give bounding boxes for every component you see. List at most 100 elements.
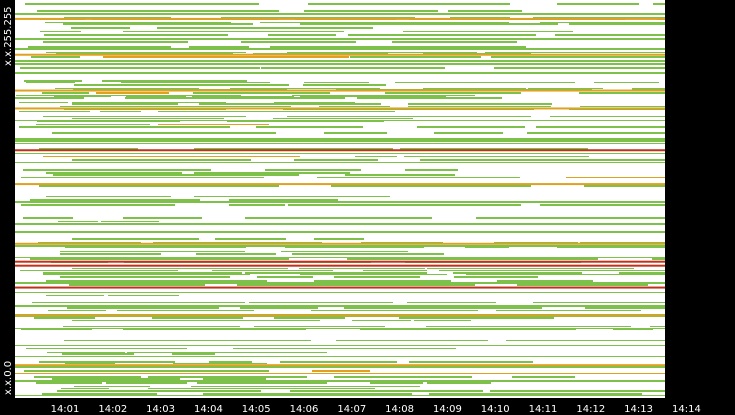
- heatmap-row-segment: [324, 132, 387, 134]
- heatmap-row-segment: [67, 307, 219, 309]
- heatmap-row-segment: [632, 88, 665, 89]
- heatmap-row-segment: [172, 353, 215, 355]
- heatmap-row-segment: [72, 268, 288, 269]
- heatmap-row-segment: [405, 169, 458, 171]
- heatmap-row-segment: [300, 23, 558, 25]
- heatmap-row-segment: [274, 317, 345, 319]
- heatmap-row-segment: [43, 274, 88, 275]
- heatmap-row-segment: [173, 363, 267, 364]
- x-tick-label: 14:03: [146, 404, 175, 415]
- heatmap-row-segment: [19, 111, 90, 112]
- heatmap-band: [15, 149, 665, 152]
- heatmap-band: [15, 17, 665, 20]
- heatmap-row-segment: [350, 56, 481, 58]
- heatmap-row-segment: [148, 376, 307, 378]
- heatmap-row-segment: [40, 31, 81, 32]
- x-tick-label: 14:14: [672, 404, 701, 415]
- heatmap-row-segment: [60, 253, 161, 255]
- heatmap-row-segment: [347, 258, 598, 260]
- heatmap-band: [15, 242, 665, 245]
- heatmap-row-segment: [117, 310, 254, 311]
- heatmap-row-segment: [121, 82, 270, 83]
- heatmap-row-segment: [256, 126, 363, 128]
- heatmap-row-segment: [580, 242, 665, 243]
- heatmap-row-segment: [579, 92, 665, 94]
- heatmap-row-segment: [43, 41, 188, 43]
- heatmap-row-segment: [58, 221, 98, 222]
- heatmap-row-segment: [652, 258, 665, 260]
- heatmap-row-segment: [237, 284, 475, 286]
- heatmap-row-segment: [334, 376, 472, 378]
- heatmap-row-segment: [46, 52, 246, 53]
- heatmap-row-segment: [288, 204, 521, 206]
- heatmap-row-segment: [15, 38, 665, 40]
- heatmap-row-segment: [26, 82, 75, 83]
- heatmap-row-segment: [15, 48, 665, 50]
- heatmap-row-segment: [427, 268, 634, 269]
- y-tick-label-top: x.x.255.255: [3, 6, 14, 66]
- heatmap-row-segment: [158, 124, 269, 125]
- heatmap-row-segment: [72, 102, 226, 103]
- heatmap-row-segment: [127, 352, 327, 353]
- heatmap-row-segment: [15, 97, 84, 99]
- heatmap-row-segment: [72, 320, 320, 321]
- heatmap-row-segment: [72, 103, 178, 105]
- heatmap-row-segment: [15, 13, 665, 15]
- heatmap-row-segment: [280, 361, 397, 363]
- heatmap-row-segment: [311, 310, 478, 311]
- heatmap-row-segment: [465, 247, 509, 248]
- heatmap-row-segment: [26, 348, 187, 349]
- heatmap-row-segment: [254, 326, 385, 327]
- heatmap-row-segment: [287, 52, 477, 53]
- heatmap-row-segment: [34, 317, 95, 319]
- heatmap-row-segment: [197, 382, 327, 384]
- heatmap-row-segment: [96, 92, 169, 94]
- heatmap-row-segment: [25, 3, 259, 5]
- heatmap-row-segment: [270, 46, 526, 48]
- heatmap-row-segment: [106, 382, 187, 384]
- heatmap-row-segment: [65, 363, 115, 364]
- heatmap-row-segment: [39, 148, 138, 150]
- heatmap-row-segment: [15, 380, 665, 382]
- heatmap-row-segment: [42, 393, 157, 395]
- heatmap-row-segment: [31, 56, 80, 58]
- heatmap-row-segment: [148, 388, 375, 389]
- heatmap-row-segment: [408, 106, 551, 107]
- x-tick-label: 14:05: [242, 404, 271, 415]
- heatmap-band: [15, 364, 665, 367]
- heatmap-row-segment: [15, 373, 665, 374]
- heatmap-row-segment: [292, 253, 444, 255]
- heatmap-row-segment: [20, 67, 260, 69]
- heatmap-row-segment: [48, 310, 106, 311]
- heatmap-band: [15, 183, 665, 186]
- heatmap-row-segment: [392, 41, 517, 43]
- x-tick-label: 14:13: [624, 404, 653, 415]
- heatmap-row-segment: [360, 329, 576, 330]
- heatmap-row-segment: [230, 88, 380, 89]
- heatmap-row-segment: [194, 172, 350, 174]
- heatmap-row-segment: [517, 284, 648, 286]
- heatmap-row-segment: [126, 96, 186, 97]
- heatmap-row-segment: [28, 46, 171, 48]
- heatmap-row-segment: [287, 116, 531, 117]
- heatmap-row-segment: [331, 185, 531, 187]
- heatmap-row-segment: [15, 231, 665, 233]
- heatmap-row-segment: [100, 111, 141, 112]
- heatmap-row-segment: [15, 223, 665, 225]
- heatmap-row-segment: [123, 31, 344, 32]
- x-tick-label: 14:01: [51, 404, 80, 415]
- heatmap-row-segment: [53, 174, 299, 176]
- heatmap-row-segment: [72, 159, 251, 161]
- heatmap-row-segment: [64, 340, 311, 341]
- heatmap-row-segment: [528, 88, 603, 89]
- heatmap-row-segment: [494, 242, 578, 243]
- heatmap-row-segment: [240, 307, 318, 309]
- heatmap-row-segment: [15, 63, 665, 65]
- heatmap-row-segment: [245, 272, 427, 274]
- heatmap-row-segment: [103, 56, 349, 58]
- heatmap-row-segment: [15, 395, 665, 396]
- heatmap-row-segment: [319, 106, 390, 107]
- heatmap-row-segment: [434, 132, 503, 134]
- heatmap-row-segment: [65, 247, 246, 248]
- heatmap-row-segment: [395, 82, 575, 83]
